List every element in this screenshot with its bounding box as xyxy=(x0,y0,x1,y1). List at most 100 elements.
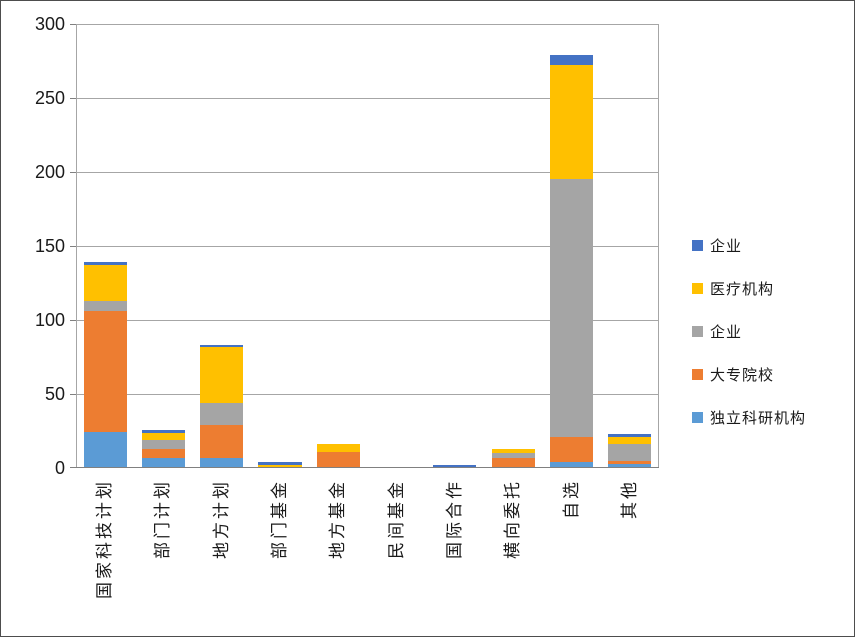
bar-segment-大专院校 xyxy=(491,457,535,468)
x-label-slot: 部门基金 xyxy=(251,469,309,635)
bar-segment-医疗机构 xyxy=(141,432,185,440)
x-tick-label: 横向委托 xyxy=(503,479,523,559)
y-axis-tick xyxy=(70,467,76,468)
bar-segment-企业 xyxy=(83,300,127,312)
bar-横向委托 xyxy=(491,24,535,468)
x-tick-label: 地方基金 xyxy=(328,479,348,559)
x-label-slot: 民间基金 xyxy=(367,469,425,635)
x-label-slot: 其他 xyxy=(601,469,659,635)
y-tick-label: 300 xyxy=(34,14,65,34)
bar-segment-医疗机构 xyxy=(316,444,360,452)
y-tick-label: 200 xyxy=(34,162,65,182)
bar-slot xyxy=(76,24,134,468)
legend-item: 医疗机构 xyxy=(692,278,806,299)
plot-area xyxy=(70,24,659,468)
bar-国家科技计划 xyxy=(83,24,127,468)
bar-segment-企业 xyxy=(141,439,185,449)
bar-segment-企业 xyxy=(200,402,244,426)
y-axis-tick xyxy=(70,172,76,173)
bar-segment-独立科研机构 xyxy=(608,463,652,468)
gridline xyxy=(76,246,659,247)
bar-其他 xyxy=(608,24,652,468)
bar-segment-医疗机构 xyxy=(200,346,244,403)
bar-slot xyxy=(367,24,425,468)
legend-label: 企业 xyxy=(710,324,743,341)
x-axis-line xyxy=(76,467,659,468)
y-tick-label: 150 xyxy=(34,236,65,256)
legend-swatch-icon xyxy=(692,369,703,380)
gridline xyxy=(76,24,659,25)
bar-slot xyxy=(601,24,659,468)
gridline xyxy=(76,172,659,173)
bar-segment-大专院校 xyxy=(608,460,652,464)
bar-部门计划 xyxy=(141,24,185,468)
legend-item: 独立科研机构 xyxy=(692,407,806,428)
bar-segment-医疗机构 xyxy=(83,265,127,301)
bar-segment-独立科研机构 xyxy=(141,457,185,468)
bar-segment-企业 xyxy=(549,55,594,66)
legend-label: 企业 xyxy=(710,238,743,255)
x-label-slot: 部门计划 xyxy=(134,469,192,635)
x-tick-label: 部门基金 xyxy=(270,479,290,559)
bar-segment-独立科研机构 xyxy=(83,432,127,468)
x-tick-label: 地方计划 xyxy=(211,479,231,559)
gridline xyxy=(76,394,659,395)
bar-slot xyxy=(193,24,251,468)
bar-segment-医疗机构 xyxy=(491,448,535,454)
bar-segment-独立科研机构 xyxy=(200,457,244,468)
bar-segment-大专院校 xyxy=(141,448,185,458)
x-label-slot: 地方计划 xyxy=(193,469,251,635)
bar-segment-企业 xyxy=(491,453,535,458)
bar-segment-企业 xyxy=(83,262,127,266)
x-label-slot: 国家科技计划 xyxy=(76,469,134,635)
bar-segment-大专院校 xyxy=(549,436,594,463)
y-tick-label: 100 xyxy=(34,310,65,330)
x-label-slot: 横向委托 xyxy=(484,469,542,635)
bar-segment-医疗机构 xyxy=(608,436,652,445)
y-axis-tick xyxy=(70,98,76,99)
bar-segment-医疗机构 xyxy=(258,465,302,468)
bar-segment-企业 xyxy=(258,462,302,466)
bar-民间基金 xyxy=(375,24,418,468)
legend-swatch-icon xyxy=(692,412,703,423)
legend-label: 大专院校 xyxy=(710,367,775,384)
x-tick-label: 部门计划 xyxy=(153,479,173,559)
legend-item: 大专院校 xyxy=(692,364,806,385)
bar-国际合作 xyxy=(433,24,477,468)
bar-segment-企业 xyxy=(200,345,244,347)
legend-swatch-icon xyxy=(692,240,703,251)
bar-segment-独立科研机构 xyxy=(549,462,594,468)
legend: 企业 医疗机构 企业 大专院校 独立科研机构 xyxy=(692,235,806,428)
x-tick-label: 国际合作 xyxy=(444,479,464,559)
x-tick-label: 国家科技计划 xyxy=(95,479,115,599)
bar-segment-企业 xyxy=(608,434,652,437)
bar-segment-企业 xyxy=(608,444,652,461)
bar-segment-大专院校 xyxy=(316,451,360,468)
bars-container xyxy=(76,24,659,468)
bar-slot xyxy=(484,24,542,468)
y-tick-label: 0 xyxy=(54,458,65,478)
bar-segment-医疗机构 xyxy=(549,65,594,180)
y-axis-tick xyxy=(70,320,76,321)
x-label-slot: 地方基金 xyxy=(309,469,367,635)
bar-slot xyxy=(426,24,484,468)
bar-segment-企业 xyxy=(433,465,477,468)
x-label-slot: 自选 xyxy=(542,469,600,635)
bar-slot xyxy=(134,24,192,468)
bar-部门基金 xyxy=(258,24,302,468)
bar-segment-大专院校 xyxy=(83,311,127,433)
x-tick-label: 民间基金 xyxy=(386,479,406,559)
x-axis-labels: 国家科技计划 部门计划 地方计划 部门基金 地方基金 民间基金 国际合作 横向委托 自选 其他 xyxy=(76,469,659,635)
legend-item: 企业 xyxy=(692,321,806,342)
y-tick-label: 50 xyxy=(44,384,65,404)
bar-segment-企业 xyxy=(549,179,594,437)
x-label-slot: 国际合作 xyxy=(426,469,484,635)
bar-地方基金 xyxy=(316,24,360,468)
y-axis-tick xyxy=(70,24,76,25)
legend-item: 企业 xyxy=(692,235,806,256)
bar-地方计划 xyxy=(200,24,244,468)
bar-自选 xyxy=(549,24,594,468)
legend-label: 医疗机构 xyxy=(710,281,775,298)
gridline xyxy=(76,98,659,99)
y-axis-tick xyxy=(70,246,76,247)
